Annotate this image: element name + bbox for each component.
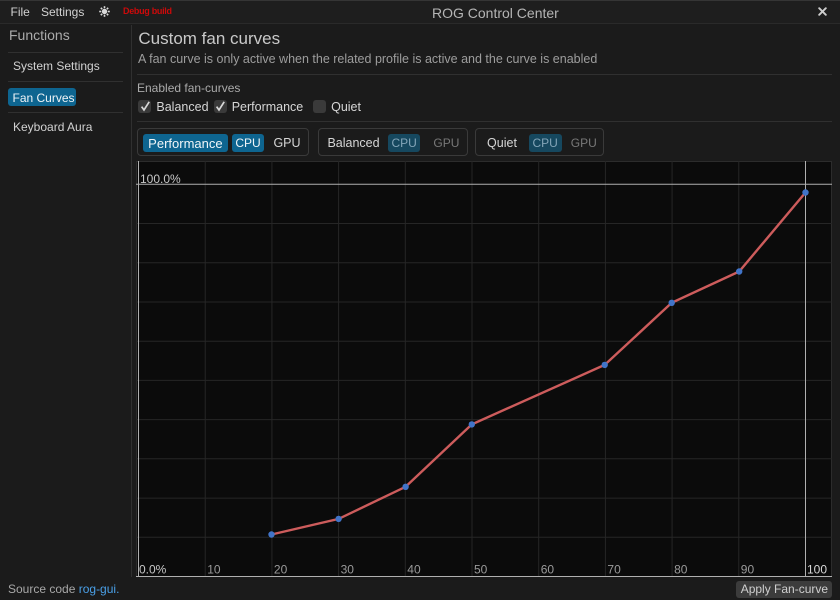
svg-text:40: 40 — [407, 563, 421, 577]
svg-text:0.0%: 0.0% — [139, 563, 167, 577]
svg-text:70: 70 — [607, 563, 621, 577]
svg-text:90: 90 — [741, 563, 755, 577]
svg-text:100: 100 — [807, 563, 827, 577]
svg-text:100.0%: 100.0% — [140, 172, 181, 186]
svg-text:30: 30 — [341, 563, 355, 577]
svg-text:10: 10 — [207, 563, 221, 577]
svg-text:60: 60 — [541, 563, 555, 577]
svg-text:20: 20 — [274, 563, 288, 577]
svg-text:80: 80 — [674, 563, 688, 577]
svg-text:50: 50 — [474, 563, 488, 577]
